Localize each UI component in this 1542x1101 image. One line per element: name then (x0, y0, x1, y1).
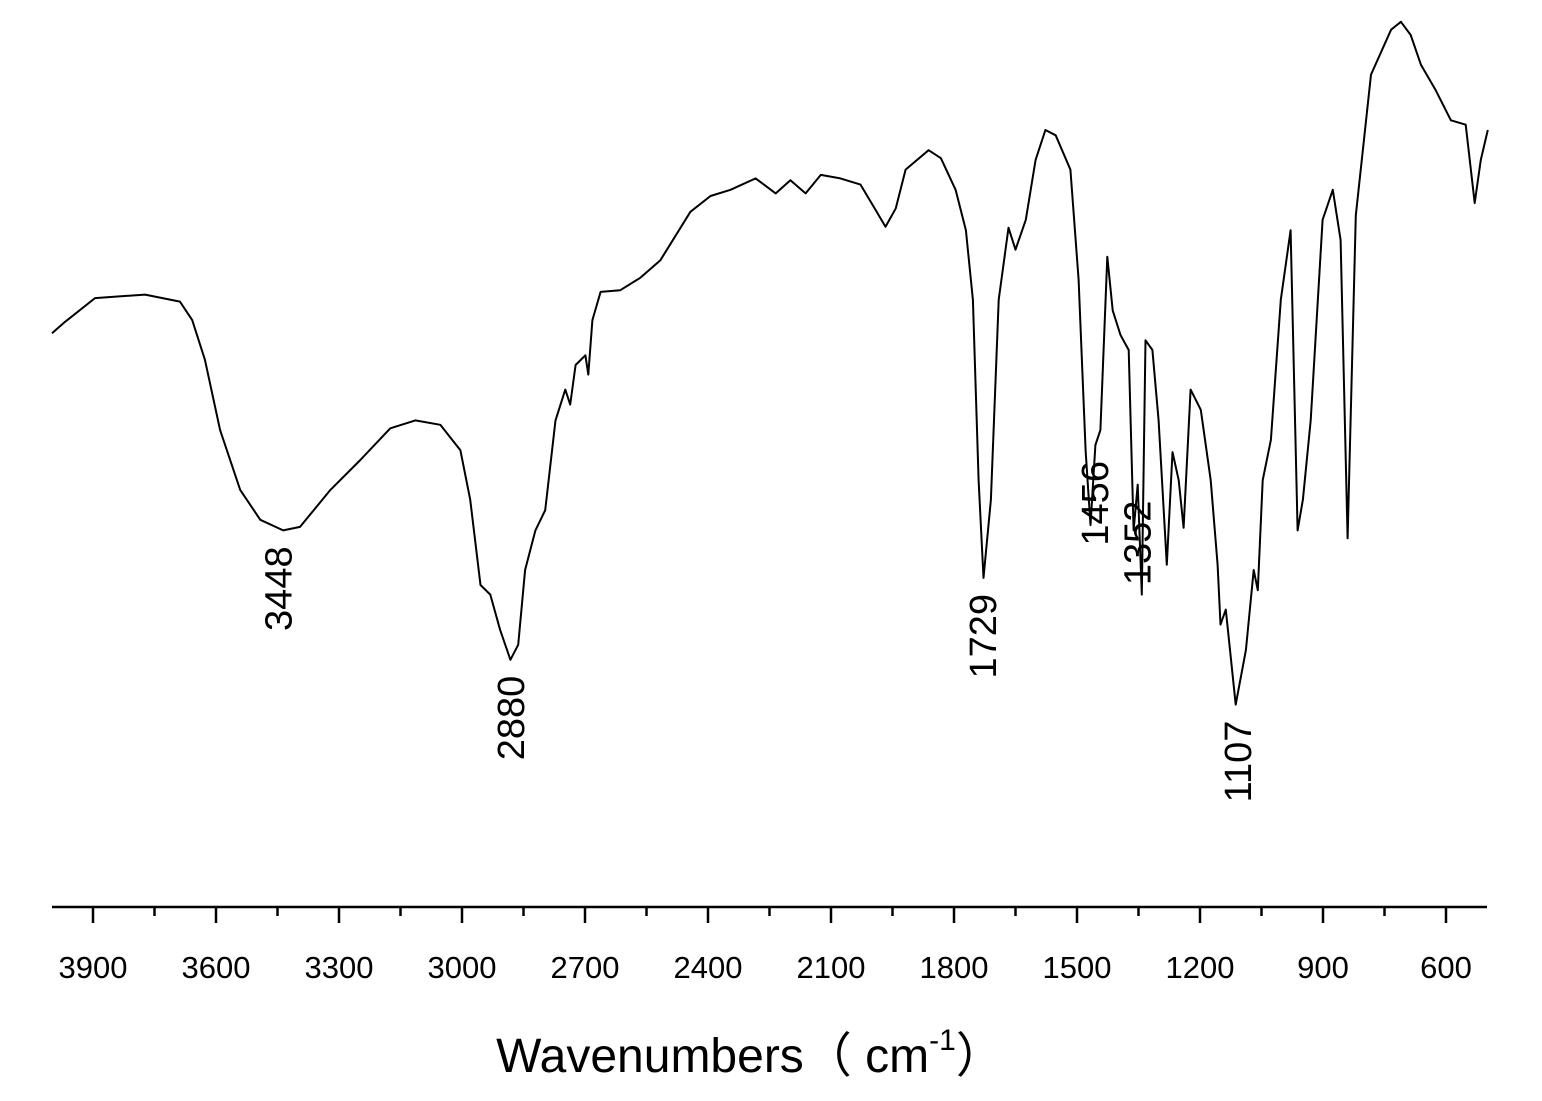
spectrum-line (51, 20, 1489, 706)
peak-label: 1729 (963, 594, 1005, 679)
x-tick-label: 600 (1420, 950, 1472, 985)
x-tick-label: 1800 (920, 950, 989, 985)
x-axis-label-sup: -1 (929, 1024, 956, 1057)
peak-label: 3448 (258, 546, 300, 631)
x-tick-label: 2700 (551, 950, 620, 985)
x-tick-label: 2400 (674, 950, 743, 985)
peak-label: 1352 (1118, 501, 1160, 586)
x-tick-label: 3000 (428, 950, 497, 985)
x-tick-label: 2100 (797, 950, 866, 985)
x-tick-label: 3300 (305, 950, 374, 985)
x-axis-label-text: Wavenumbers（ cm (496, 1030, 929, 1083)
x-axis-label-end: ） (956, 1030, 1004, 1083)
x-tick-label: 1200 (1166, 950, 1235, 985)
x-tick-label: 3900 (59, 950, 128, 985)
peak-label: 2880 (491, 676, 533, 761)
x-tick-label: 900 (1297, 950, 1349, 985)
peak-label: 1107 (1218, 721, 1260, 803)
x-axis-label: Wavenumbers（ cm-1） (496, 1024, 1004, 1083)
peak-label: 1456 (1075, 461, 1117, 546)
x-tick-label: 3600 (182, 950, 251, 985)
x-tick-label: 1500 (1043, 950, 1112, 985)
